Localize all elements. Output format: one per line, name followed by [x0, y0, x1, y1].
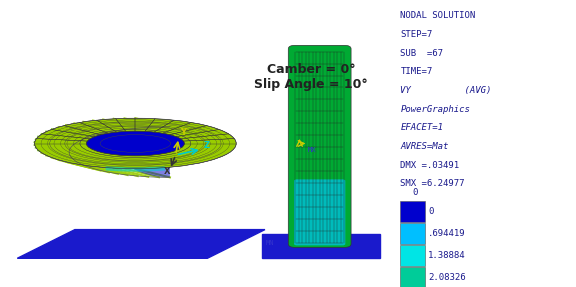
- Polygon shape: [17, 230, 265, 258]
- Bar: [400, 245, 425, 266]
- Text: Y: Y: [180, 128, 186, 137]
- Text: 1.38884: 1.38884: [428, 251, 465, 260]
- Ellipse shape: [35, 118, 236, 169]
- Text: TIME=7: TIME=7: [400, 67, 433, 76]
- Text: MX: MX: [308, 147, 317, 153]
- Text: MN: MN: [266, 241, 275, 246]
- Text: DMX =.03491: DMX =.03491: [400, 161, 460, 170]
- Text: SMX =6.24977: SMX =6.24977: [400, 179, 465, 188]
- Text: X: X: [164, 167, 170, 176]
- Text: SUB  =67: SUB =67: [400, 49, 444, 58]
- Bar: [400, 267, 425, 287]
- FancyBboxPatch shape: [288, 45, 351, 247]
- Text: PowerGraphics: PowerGraphics: [400, 105, 470, 114]
- Text: Z: Z: [203, 141, 210, 150]
- Text: 0: 0: [412, 188, 418, 197]
- Bar: [400, 223, 425, 244]
- Polygon shape: [262, 234, 380, 258]
- Text: EFACET=1: EFACET=1: [400, 123, 444, 132]
- Text: NODAL SOLUTION: NODAL SOLUTION: [400, 11, 476, 20]
- FancyBboxPatch shape: [294, 179, 346, 245]
- Text: Camber = 0°
Slip Angle = 10°: Camber = 0° Slip Angle = 10°: [254, 63, 368, 91]
- Text: STEP=7: STEP=7: [400, 30, 433, 39]
- Bar: [400, 201, 425, 222]
- Text: VY          (AVG): VY (AVG): [400, 86, 492, 95]
- Text: 2.08326: 2.08326: [428, 273, 465, 282]
- Text: 0: 0: [428, 207, 433, 216]
- Ellipse shape: [86, 131, 184, 156]
- Text: AVRES=Mat: AVRES=Mat: [400, 142, 449, 151]
- Text: .694419: .694419: [428, 229, 465, 238]
